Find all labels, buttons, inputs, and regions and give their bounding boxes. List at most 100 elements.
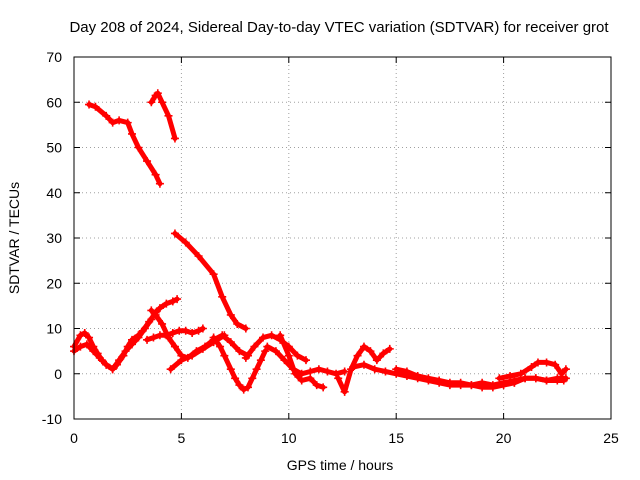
data-point (140, 324, 149, 333)
y-tick-label: 30 (46, 230, 62, 246)
data-point (194, 252, 203, 261)
data-point (561, 374, 570, 383)
data-point (168, 329, 177, 338)
data-point (123, 118, 132, 127)
data-point (134, 333, 143, 342)
data-point (149, 333, 158, 342)
x-tick-label: 15 (388, 430, 404, 446)
grid-lines (74, 57, 611, 419)
data-point (301, 356, 310, 365)
data-point (276, 331, 285, 340)
data-point (209, 270, 218, 279)
data-point (319, 383, 328, 392)
data-point (297, 376, 306, 385)
data-point (85, 333, 94, 342)
y-tick-label: 10 (46, 321, 62, 337)
data-point (147, 315, 156, 324)
data-point (314, 365, 323, 374)
data-point (188, 329, 197, 338)
series-track-k (263, 342, 349, 378)
y-axis-label: SDTVAR / TECUs (6, 182, 22, 294)
data-point (164, 111, 173, 120)
data-point (495, 374, 504, 383)
data-point (323, 367, 332, 376)
x-tick-label: 5 (178, 430, 186, 446)
data-point (250, 342, 259, 351)
data-point (402, 367, 411, 376)
data-point (241, 324, 250, 333)
data-point (198, 324, 207, 333)
data-point (506, 372, 515, 381)
y-tick-label: 0 (54, 366, 62, 382)
data-point (143, 335, 152, 344)
data-point (293, 351, 302, 360)
data-point (127, 340, 136, 349)
series-track-f (143, 324, 207, 344)
data-point (181, 238, 190, 247)
data-points (70, 89, 570, 396)
data-point (226, 365, 235, 374)
data-point (89, 347, 98, 356)
data-point (198, 344, 207, 353)
data-point (284, 351, 293, 360)
series-track-c (170, 229, 250, 333)
data-point (155, 304, 164, 313)
data-point (510, 378, 519, 387)
data-point (499, 381, 508, 390)
data-point (366, 347, 375, 356)
data-point (381, 367, 390, 376)
data-point (170, 342, 179, 351)
data-point (542, 376, 551, 385)
data-point (121, 347, 130, 356)
data-point (542, 358, 551, 367)
data-point (533, 358, 542, 367)
data-point (332, 369, 341, 378)
data-point (115, 356, 124, 365)
data-point (248, 374, 257, 383)
data-point (127, 129, 136, 138)
series-track-b (147, 89, 179, 143)
data-point (226, 338, 235, 347)
series-track-p (495, 358, 570, 383)
data-point (233, 319, 242, 328)
data-point (553, 374, 562, 383)
data-point (334, 374, 343, 383)
data-point (561, 365, 570, 374)
data-point (151, 310, 160, 319)
data-point (209, 333, 218, 342)
data-point (181, 326, 190, 335)
data-point (162, 299, 171, 308)
data-point (134, 143, 143, 152)
data-point (155, 179, 164, 188)
data-point (173, 295, 182, 304)
data-point (379, 349, 388, 358)
data-point (243, 383, 252, 392)
y-tick-label: 70 (46, 49, 62, 65)
data-point (153, 89, 162, 98)
x-tick-label: 0 (70, 430, 78, 446)
data-point (456, 378, 465, 387)
data-point (235, 347, 244, 356)
data-point (435, 376, 444, 385)
data-point (151, 170, 160, 179)
data-point (527, 362, 536, 371)
series-track-h (166, 331, 229, 374)
data-point (353, 351, 362, 360)
series-track-i (209, 333, 270, 394)
data-point (280, 356, 289, 365)
data-point (147, 306, 156, 315)
data-point (531, 374, 540, 383)
y-tick-label: 50 (46, 140, 62, 156)
data-point (76, 342, 85, 351)
data-point (306, 374, 315, 383)
data-point (521, 374, 530, 383)
data-point (170, 229, 179, 238)
data-point (359, 360, 368, 369)
data-point (340, 367, 349, 376)
data-point (166, 365, 175, 374)
series-track-a (85, 100, 164, 188)
data-point (115, 116, 124, 125)
x-tick-label: 10 (281, 430, 297, 446)
data-point (76, 331, 85, 340)
data-point (226, 310, 235, 319)
